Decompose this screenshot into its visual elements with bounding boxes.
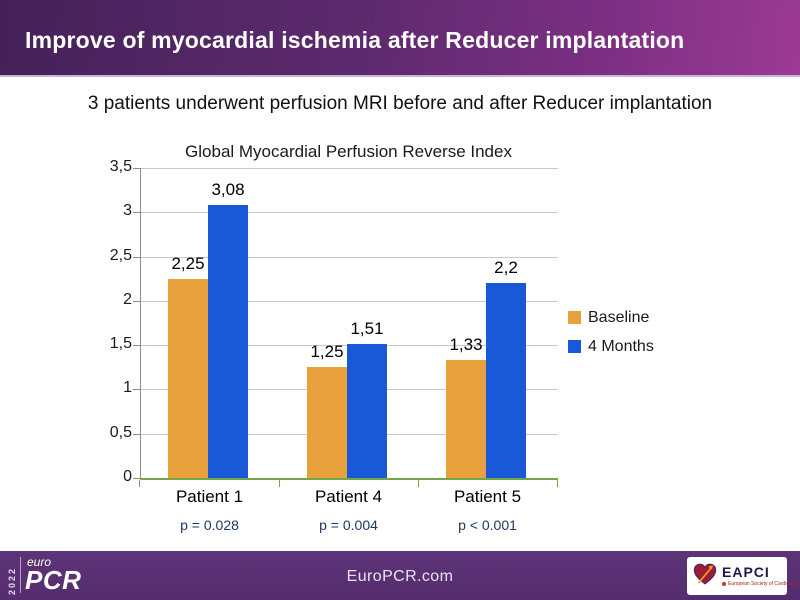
x-axis-category-label: Patient 4 (314, 487, 383, 506)
x-axis-tick-mark (557, 480, 558, 487)
slide-title: Improve of myocardial ischemia after Red… (25, 27, 685, 53)
legend-swatch (568, 311, 581, 324)
eapci-tagline: European Society of Cardiology (722, 581, 798, 587)
eapci-tagline-text: European Society of Cardiology (728, 580, 799, 587)
y-axis-tick-label: 2,5 (109, 246, 132, 264)
bar-baseline (168, 278, 208, 478)
europcr-logo: 2022 euro PCR (7, 555, 81, 595)
logo-pcr-text: PCR (25, 565, 82, 595)
plot-area: 2,25 3,08 1,25 1,51 1,33 2,2 (140, 168, 558, 480)
y-axis-tick-mark (133, 212, 140, 214)
legend: Baseline 4 Months (568, 303, 654, 361)
p-value-label: p = 0.028 (180, 517, 239, 533)
legend-swatch (568, 340, 581, 353)
gridline (141, 168, 558, 169)
bar-value-label: 1,33 (449, 335, 483, 355)
bar-baseline (446, 360, 486, 478)
legend-item: Baseline (568, 303, 654, 332)
y-axis-stub (139, 480, 140, 487)
bar-value-label: 2,25 (171, 253, 205, 273)
bar-4-months (208, 205, 248, 478)
y-axis-tick-mark (133, 345, 140, 347)
y-axis-tick-mark (133, 389, 140, 391)
logo-words: euro PCR (25, 555, 81, 595)
logo-divider (20, 557, 21, 593)
legend-item: 4 Months (568, 332, 654, 361)
x-axis-category-label: Patient 5 (453, 487, 522, 506)
y-axis-tick-mark (133, 256, 140, 258)
gridline (141, 212, 558, 214)
y-axis-tick-label: 3 (123, 202, 132, 220)
y-axis-tick-label: 1,5 (109, 335, 132, 353)
footer-bar: 2022 euro PCR EuroPCR.com EAPCI Europ (0, 551, 800, 600)
bar-4-months (486, 283, 526, 478)
bar-4-months (347, 344, 387, 478)
y-axis-tick-mark (133, 300, 140, 302)
p-value-label: p = 0.004 (319, 517, 378, 533)
x-axis-tick-mark (279, 480, 280, 487)
bar-value-label: 1,25 (310, 342, 344, 362)
chart-title: Global Myocardial Perfusion Reverse Inde… (185, 142, 512, 161)
subtitle: 3 patients underwent perfusion MRI befor… (87, 93, 713, 114)
y-axis-tick-mark (133, 168, 140, 169)
x-axis-category-label: Patient 1 (175, 487, 244, 506)
legend-label: 4 Months (588, 337, 654, 355)
eapci-text: EAPCI European Society of Cardiology (722, 564, 798, 587)
y-axis-tick-mark (133, 433, 140, 435)
gridline (141, 256, 558, 258)
bar-value-label: 2,2 (494, 258, 518, 278)
y-axis-tick-label: 0 (123, 468, 132, 485)
eapci-logo: EAPCI European Society of Cardiology (687, 557, 798, 595)
y-axis-tick-label: 2 (123, 290, 132, 308)
gridline (141, 300, 558, 302)
y-axis-tick-mark (133, 478, 140, 479)
y-axis-tick-label: 1 (123, 379, 132, 397)
bar-value-label: 3,08 (211, 180, 245, 200)
footer-url: EuroPCR.com (346, 568, 454, 585)
logo-euro-text: euro (27, 555, 52, 569)
bar-value-label: 1,51 (350, 319, 384, 339)
header-banner: Improve of myocardial ischemia after Red… (0, 0, 800, 77)
x-axis-tick-mark (418, 480, 419, 487)
p-value-label: p < 0.001 (458, 517, 517, 533)
eapci-name: EAPCI (722, 564, 770, 581)
heart-arrow-icon (692, 561, 718, 592)
y-axis-tick-label: 0,5 (109, 423, 132, 441)
legend-label: Baseline (588, 308, 650, 326)
y-axis-tick-label: 3,5 (109, 158, 132, 175)
esc-dot-icon (722, 581, 726, 586)
bar-baseline (307, 367, 347, 478)
